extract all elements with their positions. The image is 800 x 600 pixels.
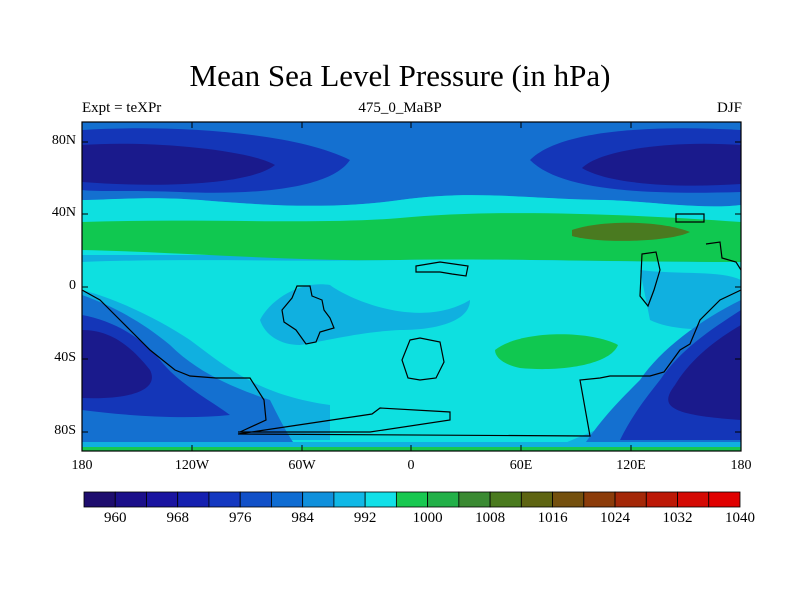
map-title: Mean Sea Level Pressure (in hPa)	[189, 58, 611, 93]
colorbar-swatch	[83, 491, 116, 508]
colorbar-swatch	[114, 491, 147, 508]
colorbar-swatch	[395, 491, 429, 508]
lat-label-80s: 80S	[54, 423, 76, 438]
field-sw-deep	[82, 330, 152, 399]
lon-label-180w: 180	[71, 458, 93, 473]
coast-se-asia	[705, 241, 742, 271]
field-olive-high	[572, 222, 690, 241]
colorbar	[83, 491, 741, 508]
lon-label-0: 0	[407, 458, 415, 473]
colorbar-swatch	[239, 491, 272, 508]
colorbar-tick-label: 992	[353, 510, 377, 526]
lon-label-60e: 60E	[509, 458, 533, 473]
colorbar-swatch	[364, 491, 397, 508]
experiment-label: Expt = teXPr	[82, 100, 162, 116]
lat-label-40s: 40S	[54, 350, 76, 365]
field-light-blue-sam	[260, 284, 470, 345]
colorbar-tick-label: 1008	[475, 510, 506, 526]
field-green-south-ocean	[495, 334, 618, 370]
colorbar-swatch	[677, 491, 710, 508]
colorbar-swatch	[552, 491, 585, 508]
colorbar-tick-label: 976	[228, 510, 252, 526]
colorbar-swatch	[614, 491, 647, 508]
colorbar-tick-label: 1032	[662, 510, 693, 526]
coast-asia-east	[639, 251, 661, 308]
lat-label-40n: 40N	[51, 205, 76, 220]
colorbar-swatch	[708, 491, 741, 508]
axis-ticks	[82, 122, 741, 451]
colorbar-swatch	[458, 491, 491, 508]
colorbar-swatch	[208, 491, 241, 508]
colorbar-swatch	[645, 491, 678, 508]
coast-south-africa	[401, 337, 445, 381]
colorbar-tick-label: 984	[291, 510, 314, 526]
colorbar-tick-label: 960	[103, 510, 127, 526]
colorbar-swatch	[271, 491, 304, 508]
colorbar-swatch	[583, 491, 616, 508]
coastlines	[81, 213, 742, 437]
field-green-band	[82, 213, 741, 262]
lat-label-0: 0	[69, 278, 76, 293]
coast-greenland-block	[675, 213, 705, 223]
pressure-field	[82, 122, 741, 451]
season-label: DJF	[716, 100, 742, 116]
colorbar-tick-label: 968	[166, 510, 189, 526]
lon-label-180e: 180	[730, 458, 752, 473]
colorbar-swatch	[333, 491, 366, 508]
coast-antarctica	[237, 289, 742, 437]
field-north-deep-east	[582, 143, 741, 186]
colorbar-tick-label: 1040	[725, 510, 755, 526]
period-label: 475_0_MaBP	[358, 100, 442, 116]
colorbar-swatch	[489, 491, 522, 508]
lon-label-60w: 60W	[288, 458, 316, 473]
coast-south-america	[281, 285, 335, 345]
colorbar-tick-label: 1016	[537, 510, 568, 526]
colorbar-swatch	[427, 491, 460, 508]
colorbar-tick-label: 1024	[600, 510, 631, 526]
colorbar-swatch	[520, 491, 553, 508]
coast-na-west	[81, 289, 267, 433]
colorbar-swatch	[177, 491, 210, 508]
lon-label-120e: 120E	[616, 458, 646, 473]
field-north-deep-west	[82, 143, 275, 185]
colorbar-swatch	[146, 491, 179, 508]
lat-label-80n: 80N	[51, 133, 76, 148]
field-se-deep	[668, 325, 741, 420]
colorbar-swatch	[302, 491, 335, 508]
lon-label-120w: 120W	[174, 458, 210, 473]
colorbar-tick-label: 1000	[412, 510, 443, 526]
coast-africa	[415, 261, 469, 277]
